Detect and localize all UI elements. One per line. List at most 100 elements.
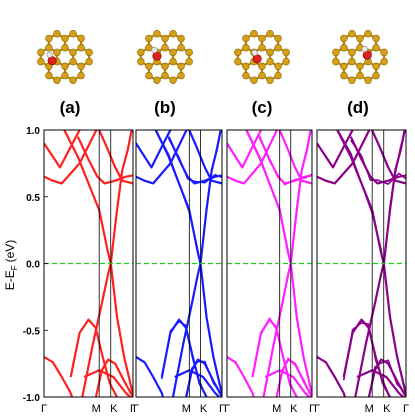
carbon-atom xyxy=(177,62,185,71)
band-line xyxy=(136,130,188,185)
k-point-label: K xyxy=(290,403,298,415)
band-line xyxy=(97,130,133,185)
carbon-atom xyxy=(348,30,356,38)
carbon-atom xyxy=(145,34,153,43)
panel-labels: (a) (b) (c) (d) xyxy=(60,98,369,117)
carbon-atom xyxy=(69,57,77,66)
graphene-flake-3 xyxy=(234,30,290,84)
carbon-atom xyxy=(348,76,356,84)
band-curves xyxy=(227,130,312,397)
carbon-atom xyxy=(161,62,169,71)
carbon-atom xyxy=(145,43,153,52)
carbon-atom xyxy=(37,57,45,66)
k-point-label: Γ xyxy=(309,403,315,415)
carbon-atom xyxy=(69,76,77,84)
carbon-atom xyxy=(274,71,282,80)
carbon-atom xyxy=(274,43,282,52)
band-line xyxy=(44,130,98,185)
carbon-atom xyxy=(169,30,177,38)
adsorption-structures xyxy=(37,30,388,84)
band-line-split xyxy=(350,139,406,185)
carbon-atom xyxy=(145,71,153,80)
carbon-atom xyxy=(372,71,380,80)
carbon-atom xyxy=(332,57,340,66)
y-tick-label: 0.5 xyxy=(26,193,40,204)
band-line xyxy=(354,262,406,397)
band-line xyxy=(317,355,347,397)
carbon-atom xyxy=(242,62,250,71)
carbon-atom xyxy=(37,48,45,57)
carbon-atom xyxy=(266,57,274,66)
band-line-split xyxy=(185,360,222,397)
band-line xyxy=(83,369,132,397)
carbon-atom xyxy=(185,48,193,57)
carbon-atom xyxy=(266,48,274,57)
k-point-label: Γ xyxy=(403,403,409,415)
carbon-atom xyxy=(282,57,290,66)
y-axis-label-sub: F xyxy=(10,265,19,270)
hydrogen-atom xyxy=(151,46,158,54)
carbon-atom xyxy=(69,30,77,38)
carbon-atom xyxy=(234,57,242,66)
carbon-atom xyxy=(340,62,348,71)
k-point-label: K xyxy=(110,403,118,415)
panel-label-1: (a) xyxy=(60,98,81,117)
y-tick-label: 0.0 xyxy=(26,260,40,271)
k-point-label: Γ xyxy=(133,403,139,415)
carbon-atom xyxy=(266,30,274,38)
carbon-atom xyxy=(169,48,177,57)
carbon-atom xyxy=(185,57,193,66)
carbon-atom xyxy=(356,62,364,71)
carbon-atom xyxy=(234,48,242,57)
carbon-atom xyxy=(340,34,348,43)
carbon-atom xyxy=(372,62,380,71)
band-curves xyxy=(44,130,133,397)
band-line xyxy=(317,130,371,185)
carbon-atom xyxy=(242,34,250,43)
y-tick-label: 1.0 xyxy=(26,126,40,137)
carbon-atom xyxy=(242,43,250,52)
carbon-atom xyxy=(380,48,388,57)
graphene-flake-1 xyxy=(37,30,93,84)
carbon-atom xyxy=(250,30,258,38)
k-point-label: Γ xyxy=(219,403,225,415)
band-line xyxy=(227,130,263,169)
carbon-atom xyxy=(161,43,169,52)
carbon-atom xyxy=(364,76,372,84)
carbon-atom xyxy=(348,57,356,66)
carbon-atom xyxy=(61,71,69,80)
hydrogen-atom xyxy=(46,51,53,58)
carbon-atom xyxy=(153,76,161,84)
carbon-atom xyxy=(85,48,93,57)
carbon-atom xyxy=(153,30,161,38)
panel-frame xyxy=(316,129,407,398)
band-line xyxy=(94,358,133,397)
band-line-split xyxy=(342,322,391,397)
carbon-atom xyxy=(53,30,61,38)
carbon-atom xyxy=(274,62,282,71)
graphene-flake-4 xyxy=(332,30,388,84)
band-line-split xyxy=(275,357,312,397)
panel-label-4: (d) xyxy=(347,98,369,117)
carbon-atom xyxy=(45,71,53,80)
panel-frame xyxy=(135,129,223,398)
k-point-label: K xyxy=(383,403,391,415)
carbon-atom xyxy=(61,43,69,52)
carbon-atom xyxy=(77,34,85,43)
k-point-label: Γ xyxy=(224,403,230,415)
carbon-atom xyxy=(61,34,69,43)
carbon-atom xyxy=(69,48,77,57)
carbon-atom xyxy=(340,43,348,52)
band-line xyxy=(227,355,255,397)
k-point-label: K xyxy=(200,403,208,415)
carbon-atom xyxy=(364,30,372,38)
carbon-atom xyxy=(348,48,356,57)
carbon-atom xyxy=(356,71,364,80)
carbon-atom xyxy=(258,62,266,71)
hydrogen-atom xyxy=(361,46,368,53)
carbon-atom xyxy=(45,34,53,43)
